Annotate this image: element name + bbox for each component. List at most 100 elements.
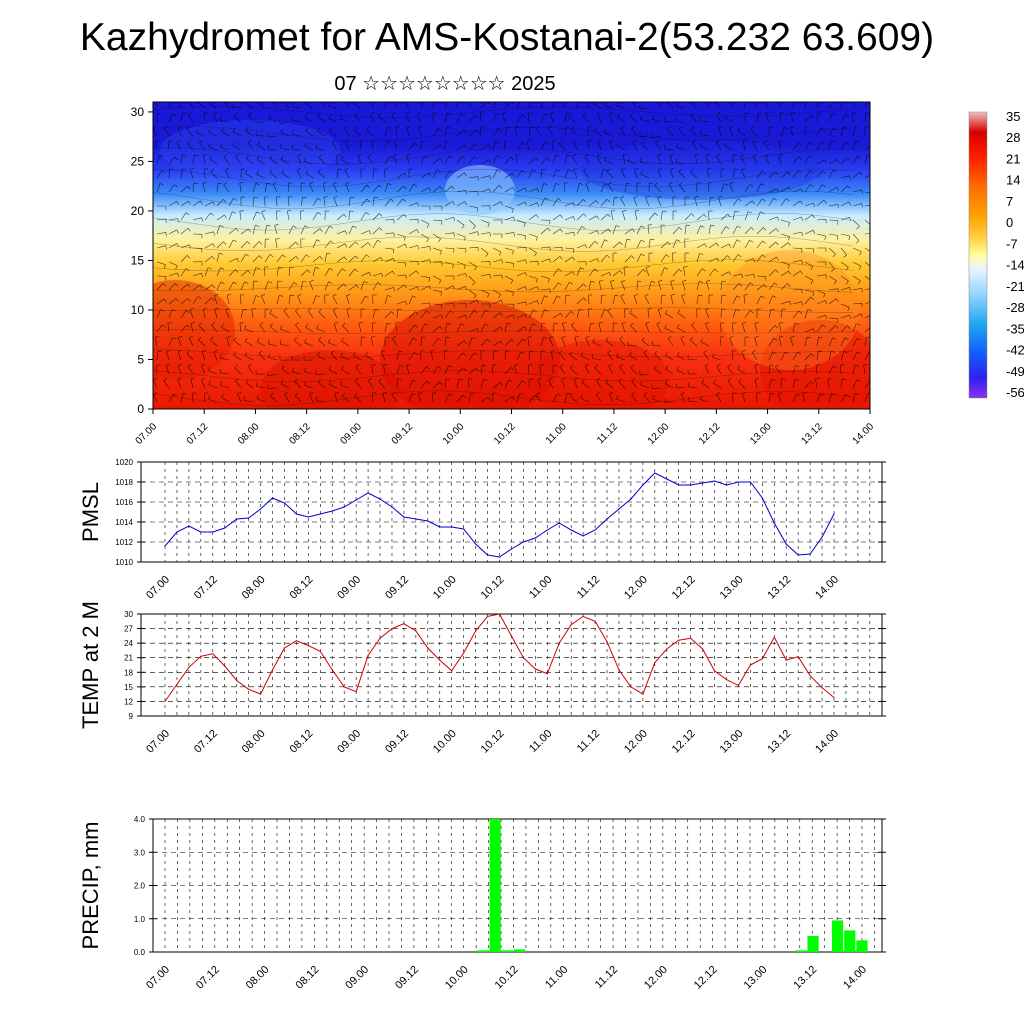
x-tick-label: 09.12 — [383, 728, 411, 756]
precip-bar — [807, 936, 819, 952]
data-point — [618, 669, 620, 671]
data-point — [248, 688, 250, 690]
colorbar-label: 28 — [1006, 130, 1020, 145]
data-point — [761, 658, 763, 660]
data-point — [773, 522, 775, 524]
x-tick-label: 09.00 — [343, 964, 371, 992]
data-point — [821, 536, 823, 538]
x-tick-label: 11.12 — [593, 964, 620, 991]
data-point — [522, 657, 524, 659]
x-tick-label: 12.12 — [670, 728, 698, 756]
data-point — [188, 666, 190, 669]
colorbar-label: -56 — [1006, 385, 1024, 400]
data-point — [534, 537, 536, 539]
x-tick-label: 13.12 — [765, 574, 793, 602]
y-tick-label: 1010 — [115, 558, 133, 567]
y-tick-label: 9 — [129, 712, 134, 721]
precip-bar — [489, 819, 501, 952]
data-point — [295, 640, 298, 642]
colorbar-label: -14 — [1006, 258, 1024, 273]
data-point — [224, 665, 226, 667]
colorbar-label: -21 — [1006, 279, 1024, 294]
x-tick-label: 07.00 — [134, 421, 160, 447]
data-point — [415, 630, 417, 632]
colorbar-label: -28 — [1006, 300, 1024, 315]
data-point — [690, 637, 692, 639]
chart-title: Kazhydromet for AMS-Kostanai-2(53.232 63… — [79, 16, 935, 59]
contour-line — [153, 126, 854, 142]
data-point — [307, 516, 309, 518]
colorbar-label: 0 — [1006, 215, 1013, 230]
data-point — [546, 529, 548, 531]
data-point — [713, 670, 716, 672]
chart-subtitle: 07 ☆☆☆☆☆☆☆☆ 2025 — [334, 73, 556, 95]
data-point — [678, 484, 680, 486]
precip-bar — [477, 950, 489, 952]
data-point — [606, 641, 608, 643]
x-tick-label: 09.00 — [339, 421, 365, 447]
x-tick-label: 10.00 — [431, 728, 459, 756]
data-point — [176, 683, 178, 686]
data-point — [821, 687, 823, 689]
precip-bar — [795, 950, 807, 952]
data-point — [833, 513, 835, 515]
data-point — [630, 686, 632, 688]
x-tick-label: 14.00 — [841, 964, 869, 992]
data-point — [188, 525, 190, 527]
x-tick-label: 12.00 — [646, 421, 672, 447]
data-point — [176, 531, 178, 533]
data-point — [642, 693, 644, 695]
heatmap-blob — [445, 165, 515, 215]
data-point — [618, 508, 620, 510]
x-tick-label: 11.00 — [527, 728, 554, 755]
data-point — [594, 529, 596, 531]
data-point — [463, 528, 465, 530]
x-tick-label: 07.00 — [144, 728, 172, 756]
y-tick-label: 24 — [124, 639, 133, 648]
heatmap-blob — [580, 140, 820, 200]
y-tick-label: 1012 — [115, 538, 133, 547]
data-point — [773, 636, 775, 638]
y-tick-label: 18 — [124, 668, 133, 677]
data-point — [797, 554, 799, 556]
x-tick-label: 11.00 — [527, 574, 554, 601]
data-point — [451, 670, 453, 672]
x-tick-label: 09.12 — [383, 574, 411, 602]
x-tick-label: 08.00 — [236, 421, 262, 447]
data-point — [200, 655, 202, 657]
x-tick-label: 08.12 — [287, 421, 313, 447]
data-point — [319, 513, 321, 515]
y-tick-label: 1018 — [115, 478, 133, 487]
panel-frame — [140, 461, 883, 563]
x-tick-label: 13.12 — [799, 421, 825, 447]
data-point — [259, 693, 262, 695]
x-tick-label: 11.00 — [544, 421, 569, 446]
data-point — [749, 481, 751, 483]
y-tick-label: 30 — [124, 610, 133, 619]
data-point — [451, 526, 453, 528]
data-point — [212, 531, 214, 533]
x-tick-label: 10.12 — [492, 421, 518, 447]
x-tick-label: 08.00 — [240, 728, 268, 756]
x-tick-label: 12.00 — [622, 728, 650, 756]
colorbar-label: -42 — [1006, 343, 1024, 358]
x-tick-label: 07.12 — [194, 964, 222, 992]
data-point — [594, 620, 596, 622]
y-tick-label: 25 — [131, 154, 145, 168]
x-tick-label: 09.00 — [335, 728, 363, 756]
y-tick-label: 30 — [131, 105, 145, 119]
data-point — [343, 686, 345, 688]
x-tick-label: 10.12 — [479, 728, 507, 756]
data-point — [391, 506, 393, 508]
y-axis-title: TEMP at 2 M — [78, 601, 103, 729]
data-point — [582, 615, 584, 618]
x-tick-label: 08.00 — [244, 964, 272, 992]
data-point — [236, 518, 238, 520]
x-tick-label: 11.00 — [543, 964, 570, 991]
y-tick-label: 21 — [124, 654, 133, 663]
data-point — [666, 478, 668, 480]
data-point — [498, 556, 501, 558]
x-tick-label: 14.00 — [813, 728, 841, 756]
x-tick-label: 14.00 — [851, 421, 877, 447]
data-point — [486, 615, 489, 618]
